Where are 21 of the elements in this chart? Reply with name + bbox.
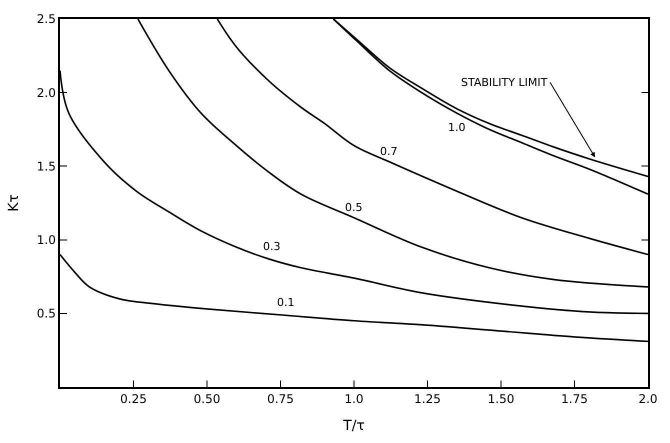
x-tick-label: 2.0 — [638, 392, 658, 406]
x-axis-title: T/τ — [342, 418, 365, 434]
y-axis-title: Kτ — [6, 194, 22, 212]
y-tick-label: 2.5 — [36, 12, 56, 26]
x-tick-label: 1.25 — [414, 392, 441, 406]
annotation: 1.0 — [448, 121, 466, 134]
x-tick-label: 1.0 — [344, 392, 364, 406]
annotation: 0.7 — [380, 145, 398, 158]
y-tick-label: 1.0 — [36, 233, 56, 247]
y-tick-label: 1.5 — [36, 159, 56, 174]
annotation: 0.1 — [277, 296, 294, 309]
annotation: 0.3 — [263, 240, 280, 253]
x-tick-label: 0.50 — [194, 392, 220, 406]
annotation: STABILITY LIMIT — [461, 76, 548, 89]
annotation: 0.5 — [345, 201, 362, 214]
y-tick-label: 2.0 — [36, 86, 56, 100]
x-tick-label: 0.75 — [267, 392, 294, 406]
x-tick-label: 1.50 — [488, 392, 514, 406]
x-tick-label: 1.75 — [561, 392, 588, 406]
y-tick-label: 0.5 — [36, 306, 56, 321]
x-tick-label: 0.25 — [120, 392, 147, 406]
